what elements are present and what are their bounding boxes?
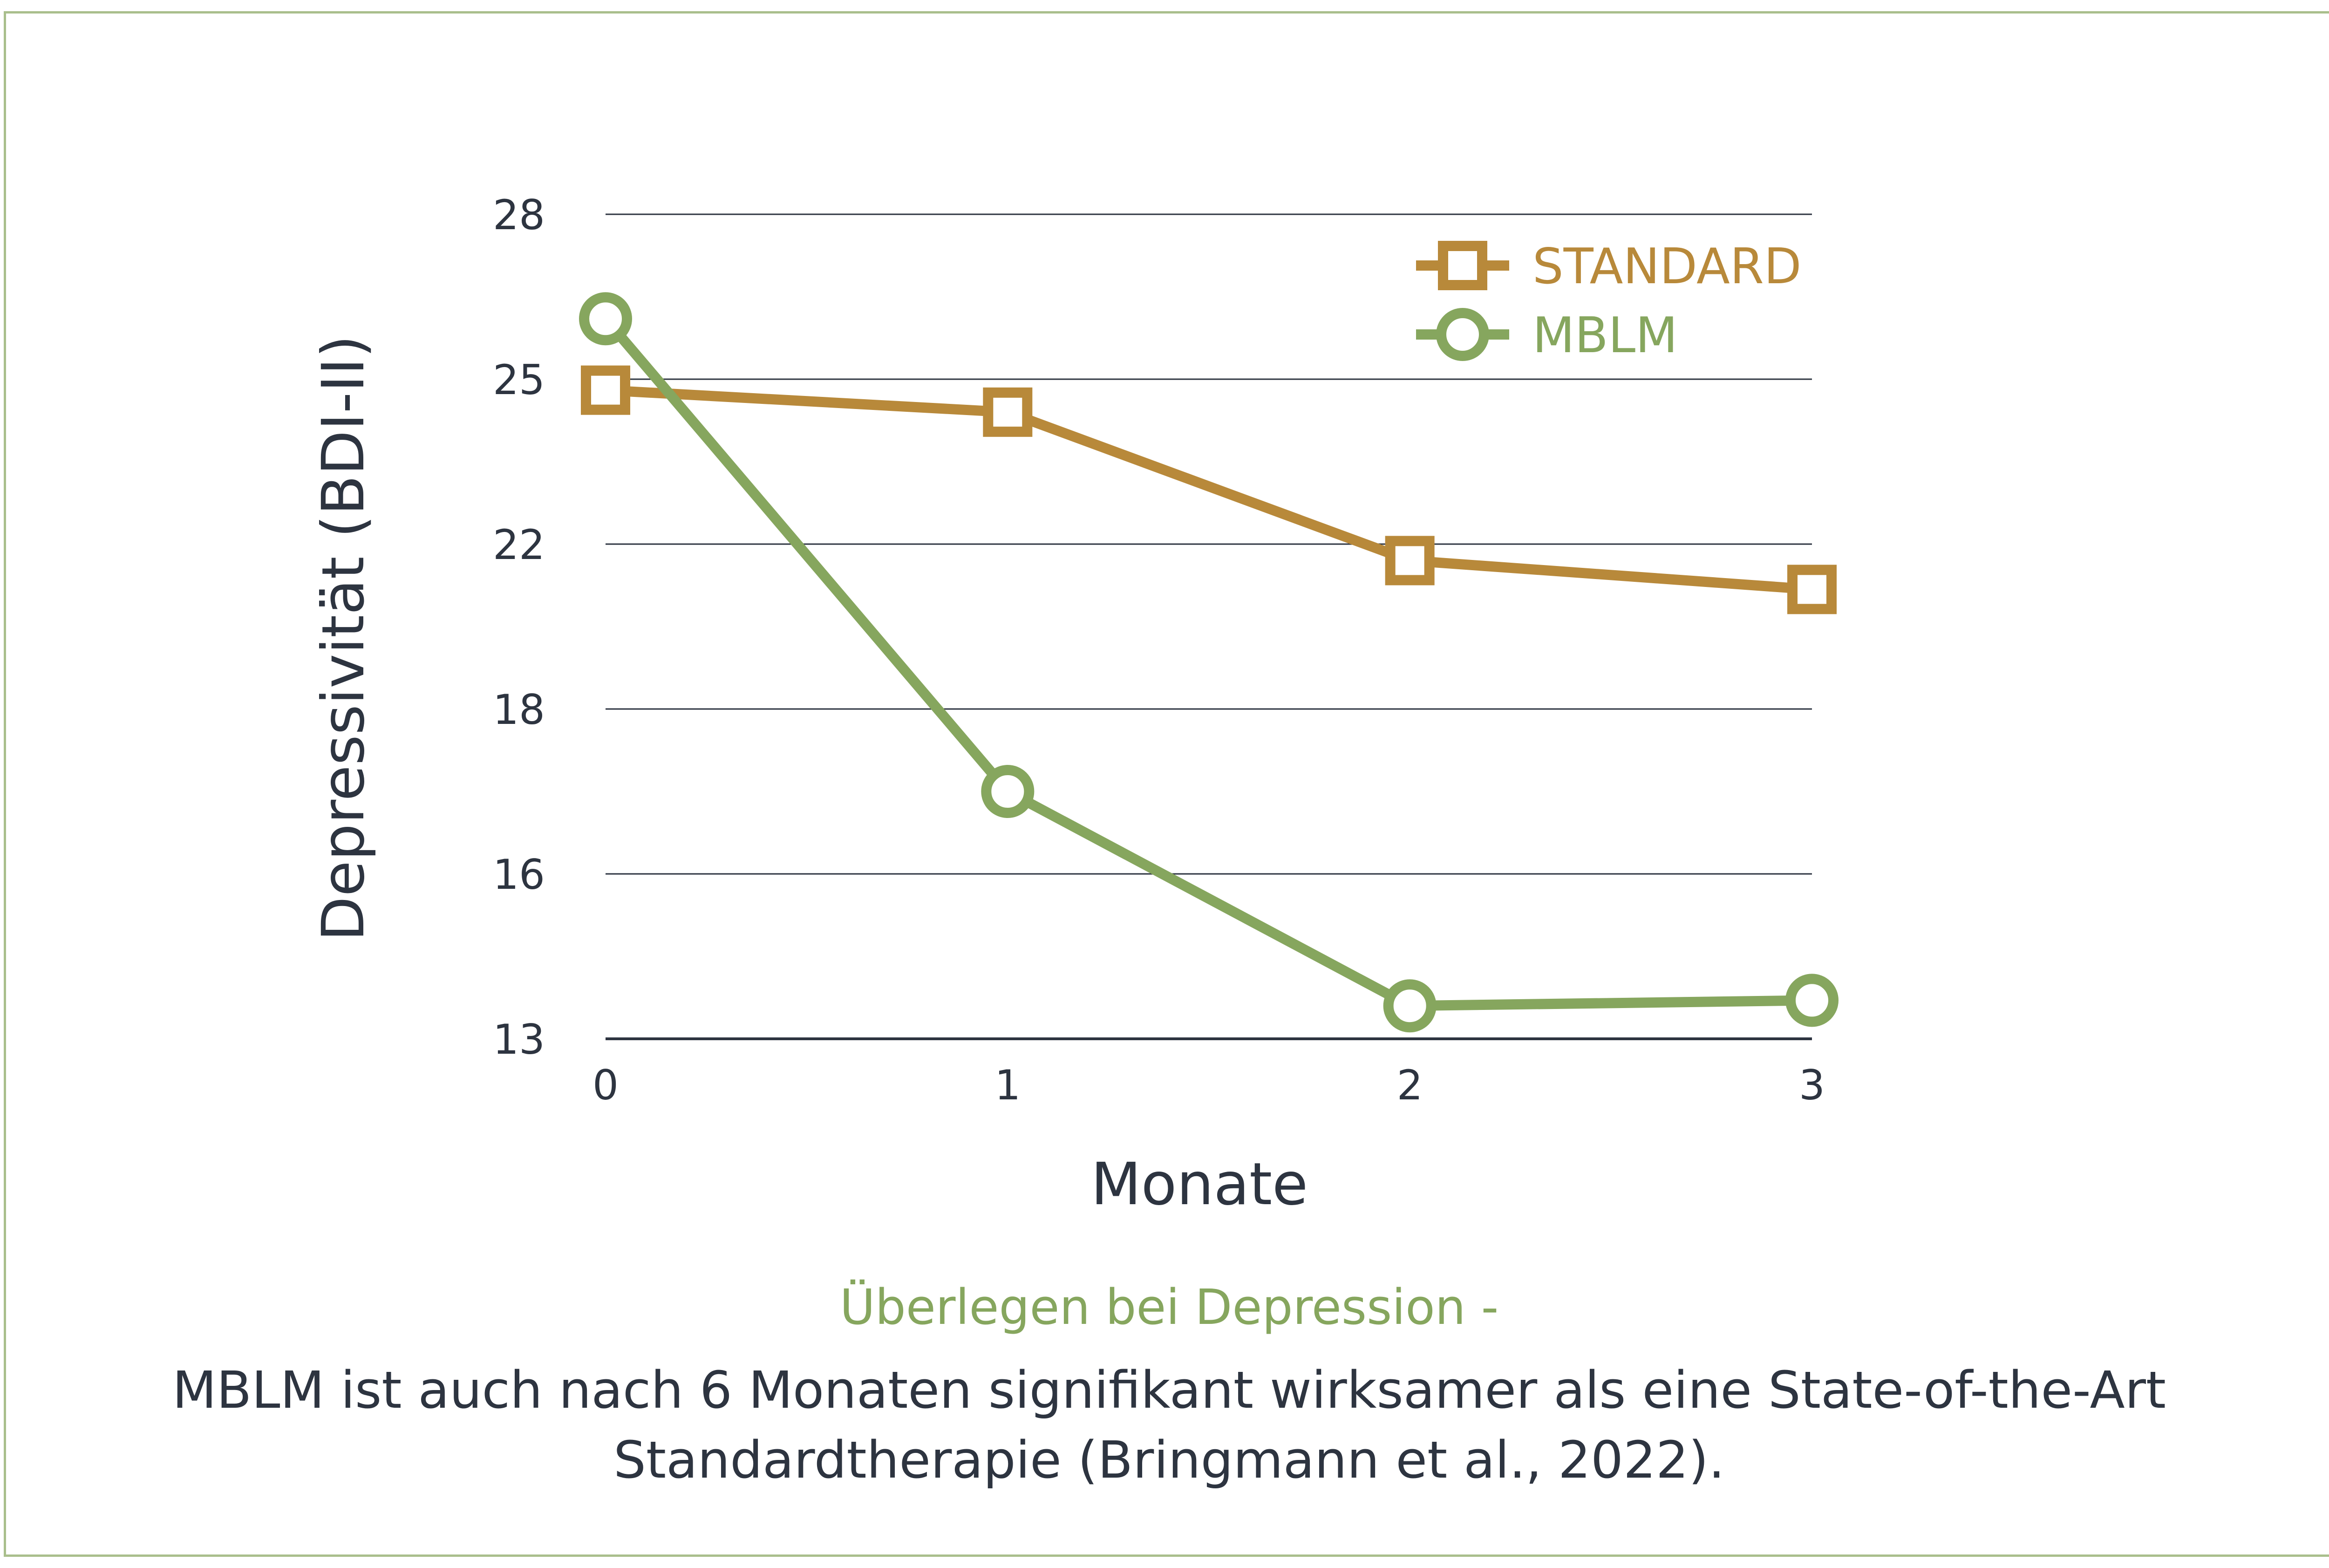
data-point-standard-2 — [1385, 536, 1435, 586]
series-markers — [579, 292, 1839, 1033]
data-point-standard-1 — [983, 387, 1033, 437]
caption-text-line-2: Standardtherapie (Bringmann et al., 2022… — [613, 1430, 1725, 1490]
legend-marker-standard — [1438, 241, 1487, 290]
legend-marker-mblm — [1436, 308, 1489, 361]
y-tick-label-28: 28 — [493, 191, 545, 239]
x-tick-label-2: 2 — [1397, 1061, 1423, 1109]
y-tick-label-22: 22 — [493, 521, 545, 569]
grid-lines — [606, 213, 1812, 1040]
caption-text-line-1: MBLM ist auch nach 6 Monaten signifikant… — [172, 1360, 2166, 1420]
data-point-mblm-2 — [1383, 979, 1437, 1033]
series-lines — [601, 315, 1812, 1011]
y-tick-label-13: 13 — [493, 1016, 545, 1064]
data-point-mblm-3 — [1785, 974, 1839, 1027]
y-tick-labels: 13 16 18 22 25 28 — [493, 191, 545, 1064]
x-tick-label-3: 3 — [1799, 1061, 1825, 1109]
legend-label-mblm: MBLM — [1532, 307, 1678, 364]
data-point-mblm-1 — [981, 765, 1035, 818]
series-line-mblm — [601, 315, 1812, 1011]
caption-title: Überlegen bei Depression - — [839, 1279, 1499, 1336]
x-tick-label-0: 0 — [592, 1061, 619, 1109]
y-tick-label-16: 16 — [493, 851, 545, 899]
y-tick-label-25: 25 — [493, 356, 545, 404]
data-point-mblm-0 — [579, 292, 632, 346]
data-point-standard-3 — [1787, 565, 1837, 614]
y-tick-label-18: 18 — [493, 686, 545, 734]
x-tick-labels: 0 1 2 3 — [592, 1061, 1825, 1109]
legend-label-standard: STANDARD — [1532, 238, 1802, 295]
y-axis-label: Depressivität (BDI-II) — [310, 335, 377, 941]
x-tick-label-1: 1 — [994, 1061, 1021, 1109]
x-axis-label: Monate — [1091, 1151, 1308, 1218]
series-line-standard — [605, 385, 1812, 595]
chart-frame — [4, 11, 2329, 1557]
legend: STANDARD MBLM — [1416, 238, 1802, 364]
data-point-standard-0 — [581, 365, 630, 415]
